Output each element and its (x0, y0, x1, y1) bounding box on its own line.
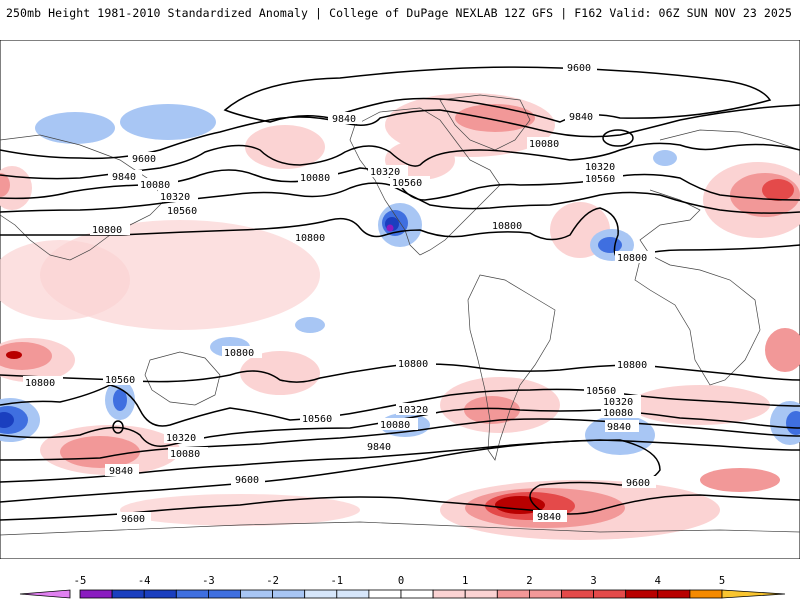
colorbar-segment (272, 589, 306, 599)
colorbar-tick-label: -1 (330, 575, 343, 587)
colorbar-tick-label: 5 (719, 575, 725, 587)
colorbar-segment (143, 589, 177, 599)
contour-label: 9840 (537, 512, 561, 523)
contour-label: 10080 (170, 449, 200, 460)
contour-label: 10800 (617, 360, 647, 371)
colorbar-tick-label: -2 (266, 575, 279, 587)
positive-anomaly-shading (0, 93, 800, 540)
colorbar-tick-label: -3 (202, 575, 215, 587)
contour-label: 10320 (398, 405, 428, 416)
colorbar-tick-label: 3 (590, 575, 596, 587)
contour-label-layer: 9600 9840 9840 10080 9600 9840 10080 103… (23, 61, 656, 525)
colorbar-tick-label: -5 (74, 575, 87, 587)
contour-label: 10560 (392, 178, 422, 189)
colorbar-segment (689, 589, 723, 599)
contour-label: 10080 (300, 173, 330, 184)
contour-label: 9600 (626, 478, 650, 489)
colorbar-segment (432, 589, 466, 599)
colorbar-segment (721, 589, 786, 599)
contour-label: 10800 (92, 225, 122, 236)
contour-label: 9840 (569, 112, 593, 123)
contour-label: 10560 (167, 206, 197, 217)
colorbar-segment (529, 589, 562, 599)
colorbar-segment (593, 589, 627, 599)
contour-label: 10800 (224, 348, 254, 359)
contour-label: 10320 (603, 397, 633, 408)
colorbar-tick-label: 1 (462, 575, 468, 587)
colorbar-segment (368, 589, 402, 599)
colorbar-segment (464, 589, 498, 599)
contour-label: 10560 (585, 174, 615, 185)
contour-label: 10320 (370, 167, 400, 178)
colorbar-tick-label: -4 (138, 575, 151, 587)
contour-label: 9840 (112, 172, 136, 183)
anomaly-colorbar: -5 -4 -3 -2 -1 0 1 2 3 4 5 (19, 575, 786, 599)
contour-label: 10080 (529, 139, 559, 150)
contour-label: 10320 (585, 162, 615, 173)
anomaly-map: 9600 9840 9840 10080 9600 9840 10080 103… (0, 40, 800, 559)
colorbar-segment (19, 589, 71, 599)
colorbar-segment (496, 589, 530, 599)
colorbar-segment (657, 589, 691, 599)
colorbar-tick-label: 2 (526, 575, 532, 587)
contour-label: 10560 (586, 386, 616, 397)
coastlines (0, 94, 800, 536)
contour-label: 10800 (398, 359, 428, 370)
contour-label: 10320 (160, 192, 190, 203)
colorbar-segment (207, 589, 241, 599)
colorbar-segment (304, 589, 338, 599)
colorbar-segment (400, 589, 434, 599)
colorbar-segment (625, 589, 659, 599)
contour-label: 10800 (25, 378, 55, 389)
colorbar-tick-label: 0 (398, 575, 404, 587)
contour-label: 9840 (109, 466, 133, 477)
contour-label: 10800 (295, 233, 325, 244)
contour-label: 10800 (492, 221, 522, 232)
contour-label: 10560 (105, 375, 135, 386)
contour-label: 9840 (367, 442, 391, 453)
contour-label: 10080 (140, 180, 170, 191)
model-run-info: 12Z GFS | F162 Valid: 06Z SUN NOV 23 202… (504, 6, 792, 20)
contour-label: 10080 (603, 408, 633, 419)
contour-label: 10080 (380, 420, 410, 431)
colorbar-segment (561, 589, 594, 599)
colorbar-segment (240, 589, 273, 599)
colorbar-tick-label: 4 (655, 575, 661, 587)
contour-label: 9840 (607, 422, 631, 433)
colorbar-segment (336, 589, 370, 599)
contour-label: 9600 (235, 475, 259, 486)
contour-label: 9600 (132, 154, 156, 165)
contour-label: 10560 (302, 414, 332, 425)
colorbar-segment (79, 589, 113, 599)
contour-label: 9600 (567, 63, 591, 74)
colorbar-segment (175, 589, 209, 599)
map-title: 250mb Height 1981-2010 Standardized Anom… (6, 6, 498, 20)
contour-label: 9840 (332, 114, 356, 125)
contour-label: 10800 (617, 253, 647, 264)
colorbar-segment (111, 589, 145, 599)
contour-label: 9600 (121, 514, 145, 525)
contour-label: 10320 (166, 433, 196, 444)
